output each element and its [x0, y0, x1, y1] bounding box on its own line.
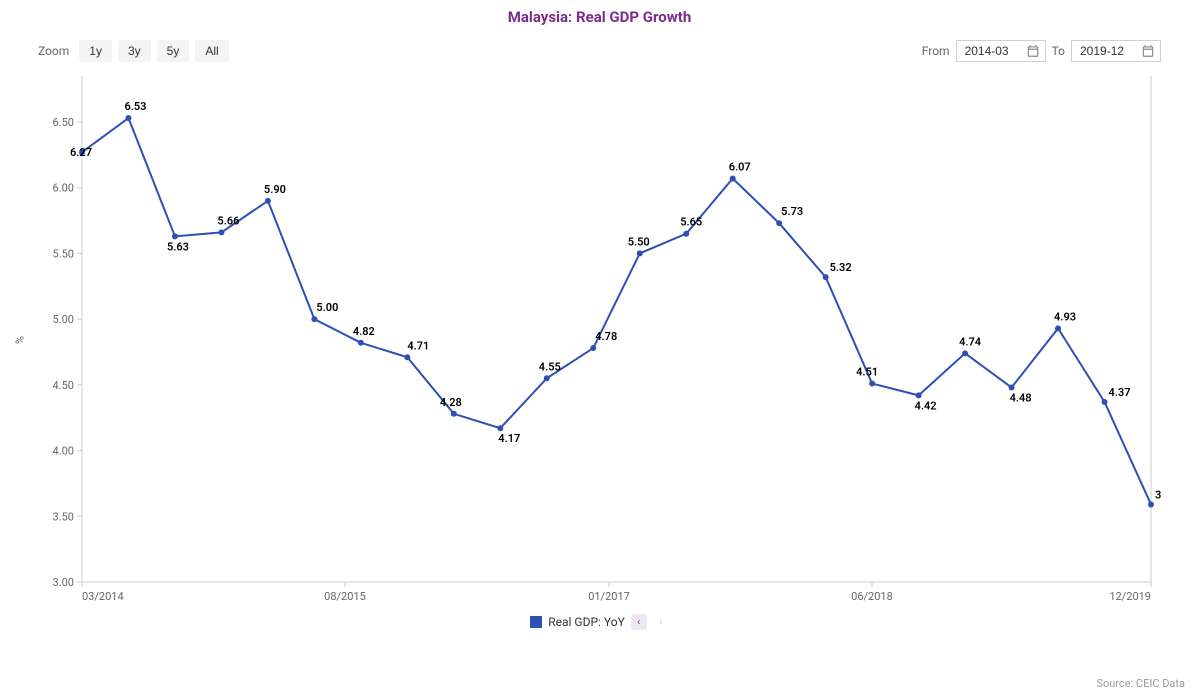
svg-text:5.63: 5.63: [167, 240, 189, 253]
legend-next-button[interactable]: ›: [653, 614, 669, 630]
y-axis-label: %: [14, 336, 27, 344]
svg-text:4.71: 4.71: [407, 339, 429, 352]
svg-text:08/2015: 08/2015: [324, 590, 366, 603]
svg-text:4.51: 4.51: [856, 366, 878, 379]
from-date-input[interactable]: [956, 40, 1046, 62]
chart-title: Malaysia: Real GDP Growth: [0, 0, 1199, 26]
svg-text:4.17: 4.17: [498, 432, 520, 445]
svg-text:4.00: 4.00: [53, 445, 74, 458]
svg-text:6.27: 6.27: [70, 146, 92, 159]
svg-text:4.74: 4.74: [959, 335, 981, 348]
zoom-1y-button[interactable]: 1y: [79, 40, 112, 62]
svg-text:4.55: 4.55: [539, 360, 561, 373]
svg-text:3.50: 3.50: [53, 510, 74, 523]
zoom-label: Zoom: [38, 44, 69, 58]
svg-text:01/2017: 01/2017: [588, 590, 630, 603]
line-chart[interactable]: 3.00 3.50 4.00 4.50 5.00 5.50 6.00 6.50 03/2014 0…: [38, 70, 1161, 610]
legend-label: Real GDP: YoY: [548, 615, 625, 629]
legend-prev-button[interactable]: ‹: [631, 614, 647, 630]
svg-text:4.37: 4.37: [1109, 386, 1131, 399]
svg-text:5.66: 5.66: [217, 214, 239, 227]
svg-text:6.53: 6.53: [124, 100, 146, 113]
svg-text:3.59: 3.59: [1155, 488, 1161, 501]
svg-text:6.50: 6.50: [53, 116, 74, 129]
legend: Real GDP: YoY ‹ ›: [0, 614, 1199, 630]
svg-text:5.32: 5.32: [830, 261, 852, 274]
zoom-3y-button[interactable]: 3y: [118, 40, 151, 62]
zoom-5y-button[interactable]: 5y: [157, 40, 190, 62]
svg-text:5.00: 5.00: [316, 301, 338, 314]
svg-text:03/2014: 03/2014: [82, 590, 124, 603]
date-range-controls: From To: [922, 40, 1161, 62]
svg-text:4.50: 4.50: [53, 379, 74, 392]
svg-text:5.65: 5.65: [680, 216, 702, 229]
svg-text:6.07: 6.07: [729, 161, 751, 174]
svg-text:4.78: 4.78: [595, 330, 617, 343]
svg-text:4.42: 4.42: [915, 399, 937, 412]
svg-text:6.00: 6.00: [53, 182, 74, 195]
from-label: From: [922, 44, 950, 58]
svg-text:4.93: 4.93: [1054, 310, 1076, 323]
svg-text:12/2019: 12/2019: [1109, 590, 1151, 603]
svg-text:5.50: 5.50: [628, 235, 650, 248]
svg-text:5.73: 5.73: [781, 205, 803, 218]
chart-area: % 3.003.504.004.505.005.506.006.5003/201…: [38, 70, 1161, 610]
svg-text:4.28: 4.28: [440, 396, 462, 409]
to-label: To: [1052, 44, 1065, 58]
svg-text:06/2018: 06/2018: [851, 590, 893, 603]
svg-text:5.50: 5.50: [53, 247, 74, 260]
toolbar: Zoom 1y 3y 5y All From To: [0, 26, 1199, 62]
to-date-input[interactable]: [1071, 40, 1161, 62]
svg-text:5.00: 5.00: [53, 313, 74, 326]
legend-swatch: [530, 616, 542, 628]
zoom-controls: Zoom 1y 3y 5y All: [38, 40, 229, 62]
svg-text:3.00: 3.00: [53, 576, 74, 589]
source-label: Source: CEIC Data: [1096, 677, 1185, 690]
svg-text:4.48: 4.48: [1010, 391, 1032, 404]
svg-text:4.82: 4.82: [353, 325, 375, 338]
zoom-all-button[interactable]: All: [195, 40, 228, 62]
svg-text:5.90: 5.90: [264, 183, 286, 196]
